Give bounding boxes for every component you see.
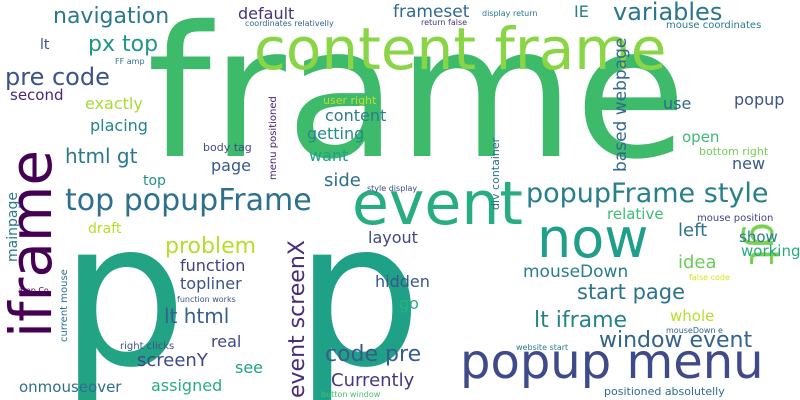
word-right-clicks: right clicks: [120, 341, 175, 352]
word-website-start: website start: [516, 343, 569, 352]
word-top-popupframe: top popupFrame: [65, 183, 312, 218]
word-html-gt: html gt: [65, 144, 138, 168]
word-popup: popup: [734, 90, 785, 109]
word-problem: problem: [165, 234, 257, 259]
word-lt-iframe: lt iframe: [534, 308, 628, 333]
word-mousedown-e: mouseDown e: [666, 326, 723, 335]
word-default: default: [238, 4, 295, 23]
word-topliner: topliner: [180, 274, 242, 293]
word-screeny: screenY: [137, 350, 208, 371]
word-ff-amp: FF amp: [115, 57, 145, 66]
word-want: want: [309, 146, 349, 165]
word-assigned: assigned: [151, 376, 223, 395]
word-popupframe-style: popupFrame style: [526, 178, 769, 209]
word-coordinates-relativelly: coordinates relativelly: [245, 19, 334, 28]
word-false-code: false code: [689, 273, 730, 282]
word-p-1: p: [60, 179, 187, 400]
word-positioned-absolutelly: positioned absolutelly: [604, 385, 725, 398]
word-relative: relative: [607, 205, 664, 223]
word-user-right: user right: [323, 94, 377, 107]
word-show: show: [739, 228, 778, 246]
word-based-webpage: based webpage: [611, 37, 631, 172]
word-current-mouse: current mouse: [59, 269, 70, 342]
word-mainpage: mainpage: [5, 192, 21, 262]
word-idea: idea: [678, 252, 717, 273]
word-display-return: display return: [482, 9, 538, 18]
word-event-screenx: event screenX: [285, 240, 310, 398]
word-layout: layout: [368, 228, 418, 247]
word-draft: draft: [88, 221, 122, 237]
word-start-page: start page: [577, 280, 686, 304]
word-code-pre: code pre: [325, 342, 422, 367]
word-variables: variables: [613, 0, 723, 26]
word-body-tag: body tag: [203, 141, 252, 154]
word-top: top: [143, 173, 166, 189]
word-p-2: p: [295, 179, 422, 400]
word-currently: Currently: [331, 370, 415, 391]
word-exactly: exactly: [85, 94, 143, 113]
word-event: event: [352, 169, 523, 239]
word-use: use: [663, 94, 692, 113]
word-mousedown: mouseDown: [523, 262, 629, 282]
word-menu-positioned: menu positioned: [268, 96, 279, 180]
word-bottom-right: bottom right: [699, 145, 769, 158]
word-pre-code: pre code: [5, 63, 110, 91]
word-getting: getting: [307, 124, 365, 143]
word-side: side: [324, 170, 361, 191]
word-page: page: [211, 156, 251, 175]
word-ie: IE: [574, 2, 589, 21]
word-onmouseover: onmouseover: [19, 378, 122, 396]
word-function: function: [180, 256, 246, 275]
word-lt: lt: [40, 37, 50, 53]
word-px-top: px top: [88, 32, 159, 57]
word-content-frame: content frame: [254, 15, 667, 83]
word-button-window: button window: [321, 390, 381, 399]
word-whole: whole: [670, 307, 715, 325]
word-lt-html: lt html: [164, 304, 230, 328]
word-div-container: div container: [489, 137, 502, 210]
word-function-works: function works: [177, 295, 236, 304]
word-placing: placing: [90, 116, 148, 135]
word-hidden: hidden: [375, 272, 430, 291]
word-new: new: [732, 154, 766, 173]
word-frameset: frameset: [393, 2, 470, 22]
word-second: second: [10, 86, 64, 104]
word-mouse-position: mouse position: [697, 213, 774, 224]
word-open: open: [682, 128, 720, 146]
word-left: left: [678, 220, 708, 241]
word-mouse-coordinates: mouse coordinates: [666, 20, 762, 31]
word-see: see: [235, 358, 264, 377]
word-frame: frame: [147, 0, 687, 199]
word-popup-menu: popup menu: [460, 334, 764, 390]
word-content: content: [325, 106, 387, 125]
word-amp-co: amp Co: [18, 286, 49, 295]
word-now: now: [537, 207, 649, 270]
word-go: go: [399, 294, 419, 313]
word-return-false: return false: [421, 18, 468, 27]
word-window-event: window event: [599, 328, 753, 353]
word-working: working: [741, 242, 800, 260]
word-style-display: style display: [367, 184, 418, 193]
word-real: real: [211, 332, 242, 351]
word-navigation: navigation: [53, 4, 170, 29]
